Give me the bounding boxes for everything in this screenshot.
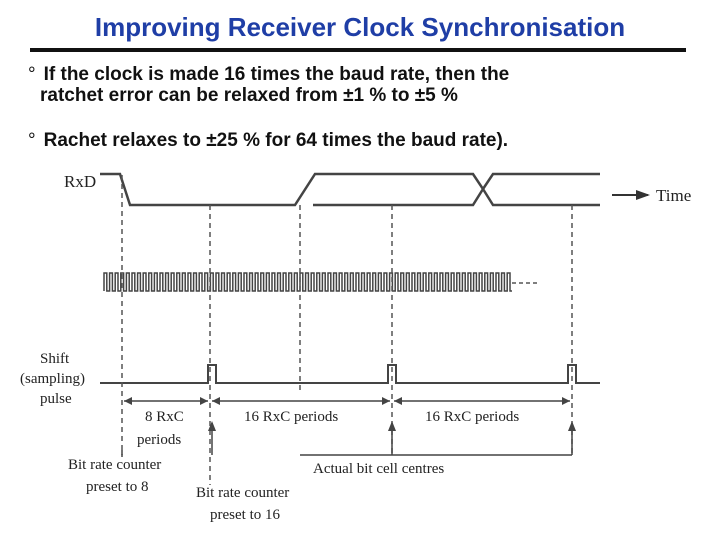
bullet-2: ° Rachet relaxes to ±25 % for 64 times th… xyxy=(28,130,508,151)
rxd-label: RxD xyxy=(64,172,96,191)
arrowhead xyxy=(200,397,208,405)
arrowhead xyxy=(212,397,220,405)
time-label: Time xyxy=(656,186,691,205)
shift-label-2: (sampling) xyxy=(20,371,85,387)
time-arrowhead xyxy=(636,190,650,200)
counter16-label-2: preset to 16 xyxy=(210,507,280,523)
counter16-label-1: Bit rate counter xyxy=(196,485,289,501)
arrowhead xyxy=(382,397,390,405)
arrowhead xyxy=(394,397,402,405)
arrowhead xyxy=(124,397,132,405)
bullet-1-line-1: If the clock is made 16 times the baud r… xyxy=(43,64,510,85)
rxd-waveform xyxy=(100,172,485,207)
rxd-waveform-tail xyxy=(481,172,600,207)
arrowhead xyxy=(562,397,570,405)
bullet-1: ° If the clock is made 16 times the baud … xyxy=(28,64,509,106)
bullet-marker: ° xyxy=(28,130,36,151)
arrowhead xyxy=(568,421,576,431)
shift-pulse-waveform xyxy=(100,364,600,384)
timing-diagram: RxD Time Shift (sampling) pulse 8 RxC pe… xyxy=(0,165,720,540)
seg2-label: 16 RxC periods xyxy=(244,409,338,425)
counter8-label-2: preset to 8 xyxy=(86,479,148,495)
bullet-marker: ° xyxy=(28,64,36,85)
bullet-1-line-2: ratchet error can be relaxed from ±1 % t… xyxy=(40,85,458,106)
shift-label-3: pulse xyxy=(40,391,72,407)
seg1-label-2: periods xyxy=(137,432,181,448)
arrowhead xyxy=(388,421,396,431)
bullet-2-line-1: Rachet relaxes to ±25 % for 64 times the… xyxy=(43,130,509,151)
counter8-label-1: Bit rate counter xyxy=(68,457,161,473)
arrowhead xyxy=(208,421,216,431)
centres-label: Actual bit cell centres xyxy=(313,461,444,477)
timing-diagram-svg: RxD Time Shift (sampling) pulse 8 RxC pe… xyxy=(20,172,691,523)
seg3-label: 16 RxC periods xyxy=(425,409,519,425)
slide-title: Improving Receiver Clock Synchronisation xyxy=(94,12,626,42)
seg1-label-1: 8 RxC xyxy=(145,409,184,425)
shift-label-1: Shift xyxy=(40,351,70,367)
rxc-clock-waveform xyxy=(103,272,512,292)
title-underline xyxy=(30,48,686,52)
